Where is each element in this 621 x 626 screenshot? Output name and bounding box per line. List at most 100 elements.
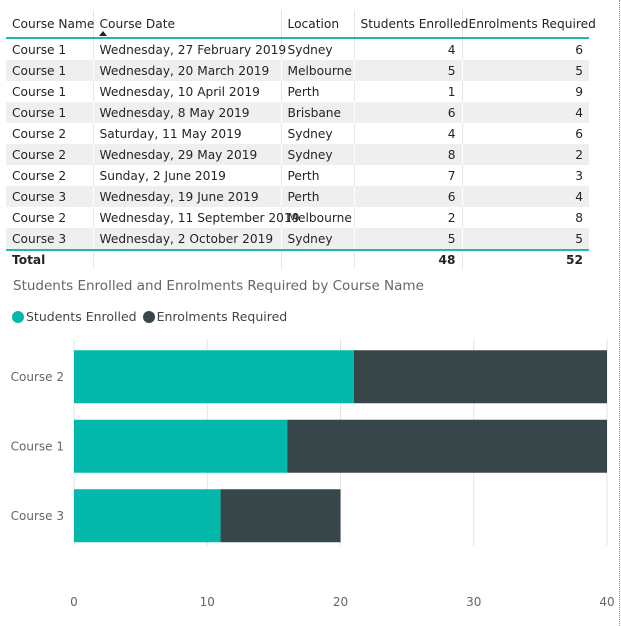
column-header-label: Enrolments Required (468, 16, 596, 31)
table-row[interactable]: Course 2 Wednesday, 11 September 2019 Me… (6, 207, 589, 228)
cell-students-enrolled: 4 (353, 38, 462, 60)
x-tick-label: 30 (466, 595, 481, 609)
cell-course-date: Wednesday, 27 February 2019 (92, 38, 286, 60)
table-header-row: Course Name Course Date Location Student… (6, 10, 596, 39)
bar-enrolments-required[interactable] (220, 489, 341, 543)
table-row[interactable]: Course 1 Wednesday, 10 April 2019 Perth … (6, 81, 589, 102)
cell-course-date: Wednesday, 20 March 2019 (92, 60, 281, 81)
bar-enrolments-required[interactable] (353, 350, 607, 404)
legend-marker-students-enrolled (12, 310, 24, 323)
column-header-location[interactable]: Location (280, 10, 354, 39)
cell-enrolments-required: 5 (461, 60, 589, 81)
cell-enrolments-required: 6 (461, 123, 589, 144)
chart-legend: Students Enrolled Enrolments Required (12, 309, 293, 324)
legend-item-enrolments-required[interactable]: Enrolments Required (142, 309, 288, 324)
total-empty-cell (280, 249, 354, 269)
cell-students-enrolled: 5 (353, 60, 462, 81)
cell-students-enrolled: 4 (353, 123, 462, 144)
cell-students-enrolled: 8 (353, 144, 462, 165)
cell-course-name: Course 1 (6, 102, 93, 123)
cell-course-name: Course 3 (6, 186, 93, 207)
cell-course-name: Course 2 (12, 168, 67, 183)
table-row[interactable]: Course 1 Wednesday, 27 February 2019 Syd… (6, 38, 589, 60)
cell-course-date: Wednesday, 2 October 2019 (92, 228, 281, 250)
cell-location: Perth (280, 165, 354, 186)
bar-students-enrolled[interactable] (74, 489, 221, 543)
cell-location: Sydney (280, 38, 354, 60)
table-total-row: Total 48 52 (6, 249, 589, 269)
cell-location: Melbourne (280, 207, 354, 228)
cell-location: Perth (280, 186, 354, 207)
cell-course-date: Sunday, 2 June 2019 (92, 165, 281, 186)
course-table: Course Name Course Date Location Student… (6, 10, 596, 269)
column-header-students-enrolled[interactable]: Students Enrolled (353, 10, 468, 39)
y-category-label: Course 2 (11, 370, 64, 384)
cell-course-date: Saturday, 11 May 2019 (92, 123, 281, 144)
table-row[interactable]: Course 3 Wednesday, 2 October 2019 Sydne… (6, 228, 589, 250)
column-header-enrolments-required[interactable]: Enrolments Required (461, 10, 596, 39)
table-row[interactable]: Course 1 Wednesday, 8 May 2019 Brisbane … (6, 102, 589, 123)
x-tick-label: 20 (333, 595, 348, 609)
cell-location: Sydney (280, 144, 354, 165)
cell-students-enrolled: 7 (353, 165, 462, 186)
chart-title: Students Enrolled and Enrolments Require… (13, 278, 424, 294)
table-row[interactable]: Course 3 Wednesday, 19 June 2019 Perth 6… (6, 186, 589, 207)
x-tick-label: 0 (70, 595, 78, 609)
cell-location: Brisbane (280, 102, 354, 123)
column-header-course-name[interactable]: Course Name (6, 10, 95, 39)
cell-course-name: Course 1 (6, 60, 93, 81)
y-category-label: Course 1 (11, 439, 64, 453)
cell-course-name: Course 3 (6, 228, 93, 250)
total-students-enrolled: 48 (353, 249, 462, 269)
cell-course-date: Wednesday, 10 April 2019 (92, 81, 281, 102)
cell-enrolments-required: 5 (461, 228, 589, 250)
bar-students-enrolled[interactable] (74, 350, 354, 404)
cell-course-name: Course 1 (12, 84, 67, 99)
cell-course-name: Course 2 (12, 210, 67, 225)
cell-location: Sydney (280, 228, 354, 250)
total-empty-cell (92, 249, 281, 269)
cell-enrolments-required: 9 (461, 81, 589, 102)
cell-enrolments-required: 4 (461, 102, 589, 123)
table-row[interactable]: Course 2 Wednesday, 29 May 2019 Sydney 8… (6, 144, 589, 165)
cell-course-date: Wednesday, 29 May 2019 (92, 144, 281, 165)
cell-location: Sydney (280, 123, 354, 144)
cell-students-enrolled: 2 (353, 207, 462, 228)
table-row[interactable]: Course 2 Saturday, 11 May 2019 Sydney 4 … (6, 123, 589, 144)
y-category-label: Course 3 (11, 509, 64, 523)
cell-students-enrolled: 6 (353, 186, 462, 207)
sort-ascending-icon (98, 31, 107, 36)
column-header-label: Course Name (12, 16, 95, 31)
x-tick-label: 40 (599, 595, 614, 609)
column-header-label: Course Date (99, 16, 176, 31)
cell-course-date: Wednesday, 11 September 2019 (92, 207, 299, 228)
cell-enrolments-required: 3 (461, 165, 589, 186)
cell-enrolments-required: 4 (461, 186, 589, 207)
total-enrolments-required: 52 (461, 249, 589, 269)
cell-students-enrolled: 1 (353, 81, 462, 102)
x-tick-label: 10 (200, 595, 215, 609)
column-header-course-date[interactable]: Course Date (92, 10, 281, 39)
cell-enrolments-required: 2 (461, 144, 589, 165)
legend-label: Students Enrolled (26, 309, 137, 324)
legend-marker-enrolments-required (142, 310, 155, 323)
legend-item-students-enrolled[interactable]: Students Enrolled (12, 309, 137, 324)
bar-students-enrolled[interactable] (74, 419, 288, 473)
column-header-label: Location (287, 16, 340, 31)
cell-course-date: Wednesday, 19 June 2019 (92, 186, 281, 207)
bar-chart-plot: 0 10 20 30 40 Course 2 Course 1 Course 3 (11, 339, 615, 609)
cell-students-enrolled: 6 (353, 102, 462, 123)
cell-enrolments-required: 6 (461, 38, 589, 60)
cell-enrolments-required: 8 (461, 207, 589, 228)
cell-course-name: Course 2 (12, 126, 67, 141)
cell-location: Perth (280, 81, 354, 102)
cell-students-enrolled: 5 (353, 228, 462, 250)
visual-border (619, 0, 620, 626)
legend-label: Enrolments Required (156, 309, 288, 324)
table-row[interactable]: Course 2 Sunday, 2 June 2019 Perth 7 3 (6, 165, 589, 186)
total-label: Total (6, 249, 93, 269)
cell-location: Melbourne (280, 60, 354, 81)
cell-course-name: Course 1 (12, 42, 67, 57)
table-row[interactable]: Course 1 Wednesday, 20 March 2019 Melbou… (6, 60, 589, 81)
bar-enrolments-required[interactable] (287, 419, 607, 473)
